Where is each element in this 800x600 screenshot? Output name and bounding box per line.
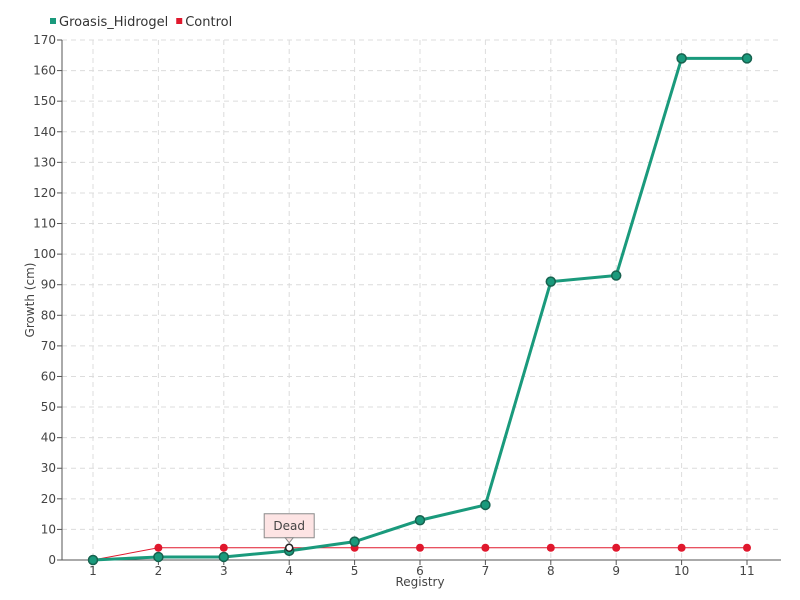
data-point-control: [154, 543, 163, 552]
data-point-groasis-hidrogel: [480, 499, 491, 511]
legend-swatch: [176, 18, 183, 24]
data-point-control: [677, 543, 686, 552]
x-tick-label: 4: [285, 564, 293, 578]
data-point-control: [219, 543, 228, 552]
x-tick-label: 6: [416, 564, 424, 578]
y-tick-label: 110: [33, 217, 56, 231]
legend: Groasis_Hidrogel Control: [50, 15, 232, 30]
data-point-control: [612, 543, 621, 552]
annotation-marker: [284, 543, 294, 553]
y-tick-label: 10: [41, 522, 56, 536]
axes: 0102030405060708090100110120130140150160…: [33, 33, 781, 578]
data-point-groasis-hidrogel: [153, 551, 164, 563]
y-tick-label: 140: [33, 125, 56, 139]
y-tick-label: 130: [33, 155, 56, 169]
data-point-groasis-hidrogel: [218, 551, 230, 563]
data-point-groasis-hidrogel: [741, 53, 753, 64]
y-tick-label: 50: [41, 400, 56, 414]
legend-swatch: [50, 18, 56, 24]
x-tick-label: 9: [612, 564, 620, 578]
y-tick-label: 60: [41, 369, 56, 383]
y-tick-label: 90: [41, 278, 56, 292]
annotations: Dead: [263, 513, 315, 553]
data-point-control: [481, 543, 490, 552]
data-point-groasis-hidrogel: [349, 536, 360, 547]
x-tick-label: 2: [155, 564, 163, 578]
y-tick-label: 0: [48, 553, 56, 567]
x-tick-label: 3: [220, 564, 228, 578]
x-tick-label: 11: [739, 564, 754, 578]
data-point-groasis-hidrogel: [676, 53, 687, 64]
data-point-control: [416, 543, 424, 552]
x-tick-label: 5: [351, 564, 359, 578]
annotation-label: Dead: [273, 519, 305, 533]
data-point-groasis-hidrogel: [610, 270, 622, 281]
data-point-groasis-hidrogel: [545, 276, 557, 287]
data-point-groasis-hidrogel: [414, 514, 426, 526]
grid-lines: [62, 39, 781, 560]
y-tick-label: 150: [33, 94, 56, 108]
legend-label: Groasis_Hidrogel: [59, 15, 168, 30]
y-tick-label: 120: [33, 186, 56, 200]
annotation-pointer: [284, 537, 295, 544]
y-axis-title: Growth (cm): [23, 263, 37, 338]
y-tick-label: 30: [41, 461, 56, 475]
data-point-control: [546, 543, 555, 552]
x-axis-title: Registry: [395, 575, 444, 589]
y-tick-label: 100: [33, 247, 56, 261]
x-tick-label: 7: [482, 564, 490, 578]
data-point-control: [743, 543, 751, 552]
legend-label: Control: [185, 15, 232, 30]
y-tick-label: 80: [41, 308, 56, 322]
x-tick-label: 10: [674, 564, 689, 578]
y-tick-label: 160: [33, 64, 56, 78]
data-point-groasis-hidrogel: [87, 554, 99, 566]
y-tick-label: 20: [41, 492, 56, 506]
x-tick-label: 8: [547, 564, 555, 578]
y-tick-label: 70: [41, 339, 56, 353]
x-tick-label: 1: [89, 564, 97, 578]
y-tick-label: 40: [41, 431, 56, 445]
y-tick-label: 170: [33, 33, 56, 47]
